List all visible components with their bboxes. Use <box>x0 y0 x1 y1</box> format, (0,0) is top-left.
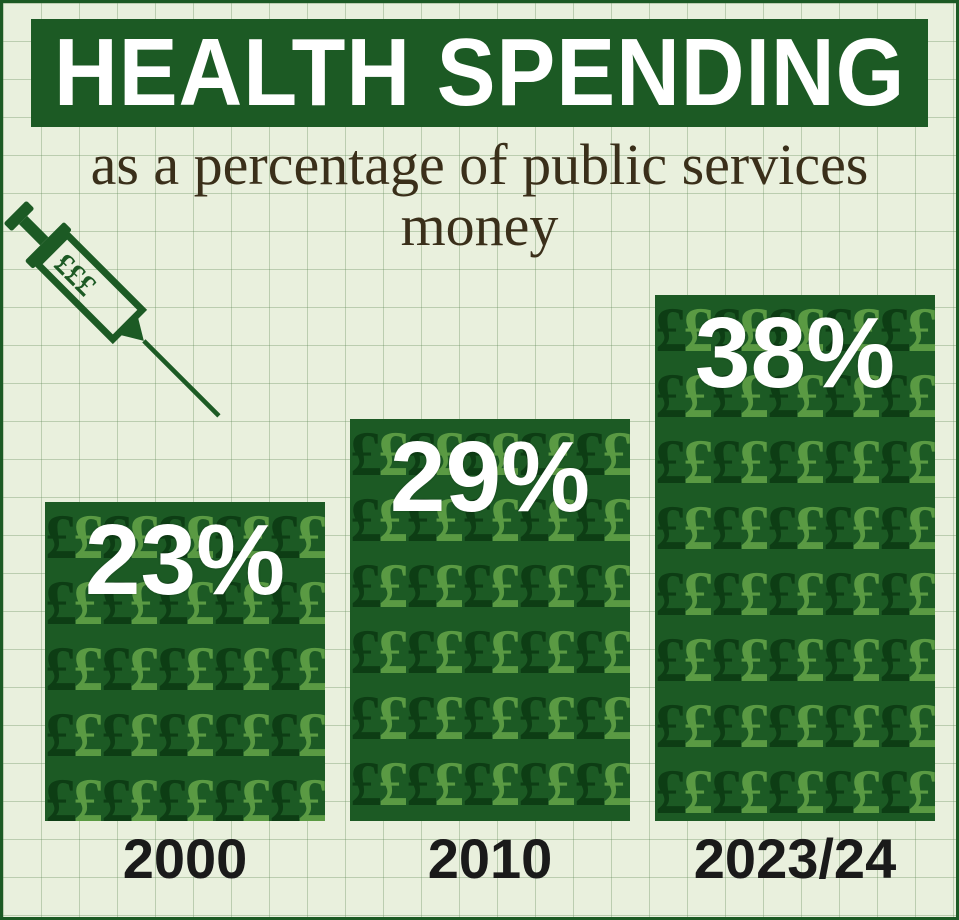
title-box: HEALTH SPENDING <box>31 19 928 127</box>
bar-value-1: 29% <box>350 427 630 527</box>
x-label-2: 2023/24 <box>655 826 935 891</box>
bar-value-2: 38% <box>655 303 935 403</box>
bar-2023-24: 38% <box>655 295 935 821</box>
infographic-frame: HEALTH SPENDING as a percentage of publi… <box>0 0 959 920</box>
title-text: HEALTH SPENDING <box>54 25 905 121</box>
x-label-0: 2000 <box>45 826 325 891</box>
bar-2010: 29% <box>350 419 630 821</box>
bar-value-0: 23% <box>45 510 325 610</box>
subtitle-text: as a percentage of public services money <box>43 135 916 257</box>
x-label-1: 2010 <box>350 826 630 891</box>
chart-area: 23% 29% 38% <box>3 273 956 821</box>
bar-2000: 23% <box>45 502 325 821</box>
